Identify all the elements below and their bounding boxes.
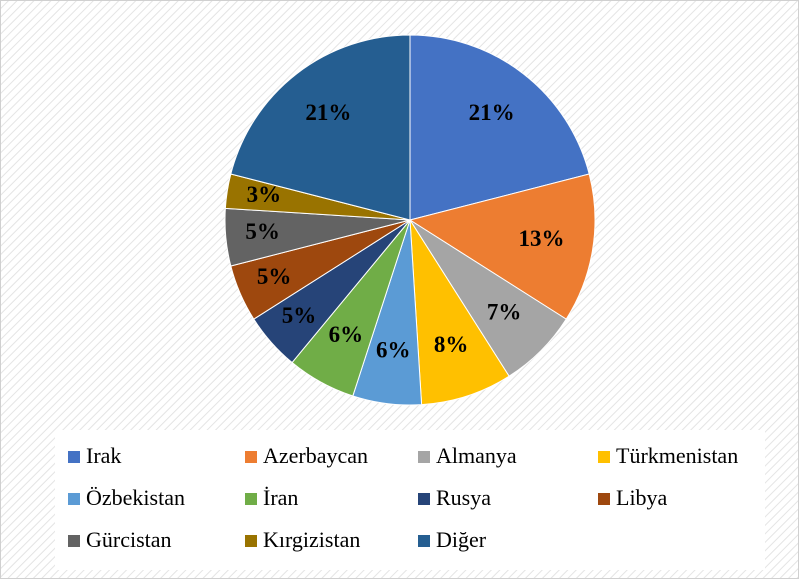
pie-slice (409, 219, 510, 406)
legend-swatch (598, 493, 610, 505)
legend-label: Rusya (436, 485, 491, 510)
data-label: 8% (434, 332, 469, 357)
data-label: 3% (247, 182, 282, 207)
data-label: 7% (487, 299, 522, 324)
legend-label: Özbekistan (86, 485, 185, 510)
data-label: 21% (305, 100, 351, 125)
legend-swatch (418, 493, 430, 505)
data-label: 6% (329, 322, 364, 347)
legend-swatch (68, 451, 80, 463)
legend-label: İran (263, 485, 298, 510)
pie-slice (409, 34, 590, 221)
legend-swatch (245, 535, 257, 547)
legend-box (55, 430, 765, 570)
data-label: 5% (282, 303, 317, 328)
legend-swatch (245, 451, 257, 463)
legend-swatch (598, 451, 610, 463)
legend-label: Libya (616, 485, 668, 510)
legend-swatch (245, 493, 257, 505)
legend-label: Kırgizistan (263, 527, 360, 552)
pie-slice (408, 173, 596, 320)
data-label: 5% (245, 219, 280, 244)
data-label: 13% (519, 226, 565, 251)
data-label: 5% (257, 264, 292, 289)
legend-swatch (418, 535, 430, 547)
legend-label: Azerbaycan (263, 443, 368, 468)
legend-swatch (418, 451, 430, 463)
legend-label: Türkmenistan (616, 443, 738, 468)
legend-swatch (68, 535, 80, 547)
legend-label: Irak (86, 443, 121, 468)
legend-label: Diğer (436, 527, 487, 552)
legend-swatch (68, 493, 80, 505)
data-label: 21% (469, 100, 515, 125)
legend-label: Almanya (436, 443, 517, 468)
data-label: 6% (376, 337, 411, 362)
legend-label: Gürcistan (86, 527, 172, 552)
pie-slice (230, 34, 411, 221)
